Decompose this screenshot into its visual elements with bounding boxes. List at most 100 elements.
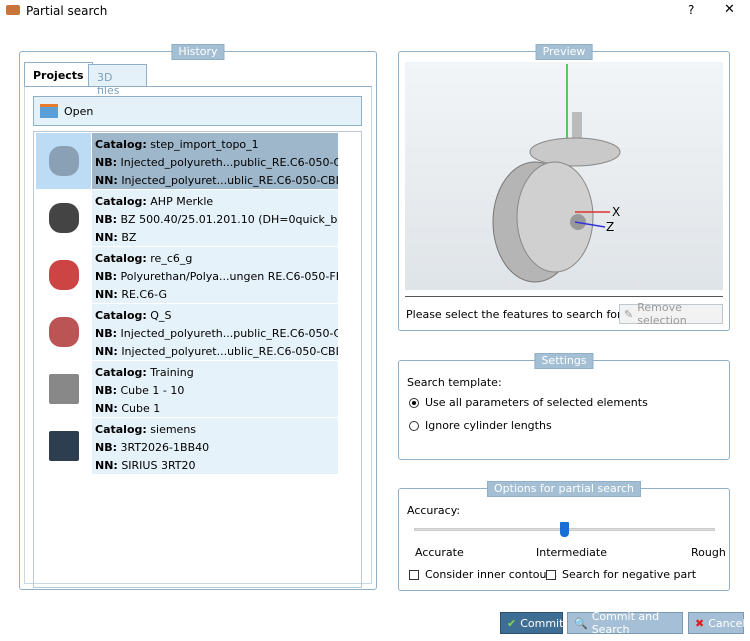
- settings-group: Settings: [398, 353, 730, 460]
- nb-key: NB:: [95, 213, 117, 226]
- nn-value: BZ: [121, 231, 137, 244]
- catalog-key: Catalog:: [95, 366, 147, 379]
- nn-key: NN:: [95, 459, 118, 472]
- catalog-value: Q_S: [150, 309, 172, 322]
- project-info: Catalog: Training NB: Cube 1 - 10 NN: Cu…: [92, 361, 338, 417]
- nb-value: BZ 500.40/25.01.201.10 (DH=0quick_bz): [120, 213, 339, 226]
- project-info: Catalog: AHP Merkle NB: BZ 500.40/25.01.…: [92, 190, 338, 246]
- radio-icon[interactable]: [409, 398, 419, 408]
- nb-value: 3RT2026-1BB40: [120, 441, 210, 454]
- part-thumbnail: [36, 304, 91, 360]
- consider-inner-contours-checkbox[interactable]: Consider inner contours: [409, 568, 557, 581]
- radio-icon[interactable]: [409, 421, 419, 431]
- part-thumbnail: [36, 190, 91, 246]
- catalog-key: Catalog:: [95, 252, 147, 265]
- axis-x-label: X: [612, 205, 621, 219]
- nn-value: Cube 1: [121, 402, 161, 415]
- radio-label: Ignore cylinder lengths: [425, 419, 552, 432]
- tick-accurate: Accurate: [415, 546, 464, 559]
- search-icon: 🔍: [574, 616, 588, 630]
- remove-selection-label: Remove selection: [637, 301, 687, 327]
- preview-hint: Please select the features to search for: [406, 308, 622, 321]
- tick-intermediate: Intermediate: [536, 546, 607, 559]
- catalog-value: siemens: [150, 423, 197, 436]
- open-label: Open: [64, 104, 94, 118]
- nb-value: Cube 1 - 10: [120, 384, 185, 397]
- nb-value: Injected_polyureth...public_RE.C6-050-CB…: [120, 156, 339, 169]
- remove-selection-button[interactable]: ✎ Remove selection: [619, 301, 723, 327]
- catalog-key: Catalog:: [95, 309, 147, 322]
- project-list-item[interactable]: Catalog: siemens NB: 3RT2026-1BB40 NN: S…: [36, 418, 338, 475]
- radio-all-parameters[interactable]: Use all parameters of selected elements: [409, 396, 648, 409]
- nn-key: NN:: [95, 174, 118, 187]
- preview-label: Preview: [535, 44, 593, 60]
- nn-value: RE.C6-G: [121, 288, 167, 301]
- nb-key: NB:: [95, 156, 117, 169]
- part-thumbnail: [36, 361, 91, 417]
- catalog-key: Catalog:: [95, 195, 147, 208]
- part-thumbnail: [36, 247, 91, 303]
- tab-projects[interactable]: Projects: [24, 62, 93, 87]
- checkbox-icon[interactable]: [546, 570, 556, 580]
- catalog-key: Catalog:: [95, 423, 147, 436]
- nb-key: NB:: [95, 270, 117, 283]
- axis-z-label: Z: [606, 220, 615, 234]
- cancel-label: Cancel: [708, 616, 746, 630]
- project-list: [33, 131, 362, 588]
- nn-key: NN:: [95, 231, 118, 244]
- nn-value: Injected_polyuret...ublic_RE.C6-050-CBL-…: [121, 174, 338, 187]
- project-list-item[interactable]: Catalog: AHP Merkle NB: BZ 500.40/25.01.…: [36, 190, 338, 247]
- nb-value: Injected_polyureth...public_RE.C6-050-CB…: [120, 327, 339, 340]
- history-group: History: [19, 44, 377, 590]
- nn-value: SIRIUS 3RT20: [121, 459, 196, 472]
- commit-button[interactable]: ✔ Commit: [500, 612, 563, 634]
- checkbox-icon[interactable]: [409, 570, 419, 580]
- project-info: Catalog: siemens NB: 3RT2026-1BB40 NN: S…: [92, 418, 338, 474]
- options-group: Options for partial search: [398, 481, 730, 591]
- nb-key: NB:: [95, 441, 117, 454]
- divider: [405, 296, 723, 297]
- 3d-viewport[interactable]: X Z: [405, 62, 723, 290]
- catalog-value: step_import_topo_1: [150, 138, 259, 151]
- commit-label: Commit: [520, 616, 564, 630]
- preview-group: Preview: [398, 44, 730, 331]
- project-list-item[interactable]: Catalog: step_import_topo_1 NB: Injected…: [36, 133, 338, 190]
- radio-ignore-cylinder[interactable]: Ignore cylinder lengths: [409, 419, 552, 432]
- nn-value: Injected_polyuret...ublic_RE.C6-050-CBL-…: [121, 345, 338, 358]
- accuracy-slider-thumb[interactable]: [560, 522, 569, 537]
- project-info: Catalog: Q_S NB: Injected_polyureth...pu…: [92, 304, 338, 360]
- folder-open-icon: [40, 104, 58, 118]
- project-list-item[interactable]: Catalog: Q_S NB: Injected_polyureth...pu…: [36, 304, 338, 361]
- project-list-item[interactable]: Catalog: re_c6_g NB: Polyurethan/Polya..…: [36, 247, 338, 304]
- nb-value: Polyurethan/Polya...ungen RE.C6-050-FBL-…: [120, 270, 339, 283]
- tab-3d-files[interactable]: 3D files: [88, 64, 147, 97]
- nn-key: NN:: [95, 345, 118, 358]
- part-thumbnail: [36, 418, 91, 474]
- help-button[interactable]: ?: [688, 3, 695, 17]
- search-negative-part-checkbox[interactable]: Search for negative part: [546, 568, 696, 581]
- nb-key: NB:: [95, 384, 117, 397]
- history-label: History: [171, 44, 225, 60]
- settings-label: Settings: [534, 353, 594, 369]
- catalog-value: re_c6_g: [150, 252, 193, 265]
- catalog-value: AHP Merkle: [150, 195, 214, 208]
- project-info: Catalog: step_import_topo_1 NB: Injected…: [92, 133, 338, 189]
- checkbox-label: Search for negative part: [562, 568, 697, 581]
- project-list-item[interactable]: Catalog: Training NB: Cube 1 - 10 NN: Cu…: [36, 361, 338, 418]
- catalog-key: Catalog:: [95, 138, 147, 151]
- project-info: Catalog: re_c6_g NB: Polyurethan/Polya..…: [92, 247, 338, 303]
- catalog-value: Training: [150, 366, 194, 379]
- commit-and-search-button[interactable]: 🔍 Commit and Search: [567, 610, 683, 636]
- accuracy-label: Accuracy:: [407, 504, 461, 517]
- part-thumbnail: [36, 133, 91, 189]
- app-icon: [6, 5, 20, 15]
- commit-search-label: Commit and Search: [591, 610, 660, 636]
- nb-key: NB:: [95, 327, 117, 340]
- nn-key: NN:: [95, 288, 118, 301]
- cancel-button[interactable]: ✖ Cancel: [688, 612, 746, 634]
- open-button[interactable]: Open: [33, 96, 362, 126]
- nn-key: NN:: [95, 402, 118, 415]
- search-template-label: Search template:: [407, 376, 502, 389]
- close-button[interactable]: ✕: [724, 2, 735, 17]
- eraser-icon: ✎: [624, 307, 634, 321]
